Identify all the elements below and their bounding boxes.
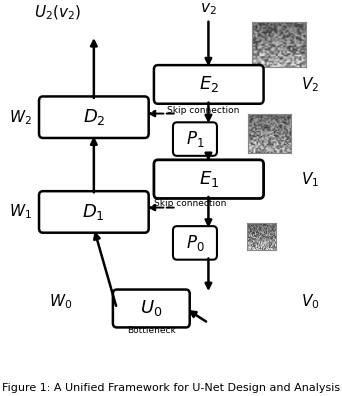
FancyBboxPatch shape	[154, 160, 264, 198]
Text: $P_1$: $P_1$	[186, 129, 204, 149]
Text: $D_2$: $D_2$	[82, 107, 105, 127]
Text: $U_0$: $U_0$	[140, 299, 162, 318]
Text: Figure 1: A Unified Framework for U-Net Design and Analysis: Figure 1: A Unified Framework for U-Net …	[2, 383, 340, 393]
Text: $E_2$: $E_2$	[199, 74, 219, 94]
FancyBboxPatch shape	[39, 191, 149, 233]
Text: $D_1$: $D_1$	[82, 202, 105, 222]
FancyBboxPatch shape	[173, 226, 217, 260]
Text: $v_2$: $v_2$	[200, 1, 217, 17]
Text: $W_2$: $W_2$	[9, 108, 31, 127]
Text: $W_0$: $W_0$	[49, 292, 73, 310]
FancyBboxPatch shape	[173, 122, 217, 156]
Text: Bottleneck: Bottleneck	[127, 326, 176, 335]
Text: $E_1$: $E_1$	[199, 169, 219, 189]
FancyBboxPatch shape	[39, 97, 149, 138]
Text: Skip connection: Skip connection	[167, 106, 239, 115]
Text: $P_0$: $P_0$	[186, 233, 204, 253]
Text: Skip connection: Skip connection	[154, 199, 226, 208]
FancyBboxPatch shape	[113, 289, 190, 327]
Text: $V_2$: $V_2$	[301, 75, 319, 94]
Text: $W_1$: $W_1$	[9, 203, 31, 221]
Text: $V_1$: $V_1$	[301, 170, 319, 188]
FancyBboxPatch shape	[154, 65, 264, 104]
Text: $V_0$: $V_0$	[301, 292, 319, 310]
Text: $U_2(v_2)$: $U_2(v_2)$	[34, 4, 81, 23]
